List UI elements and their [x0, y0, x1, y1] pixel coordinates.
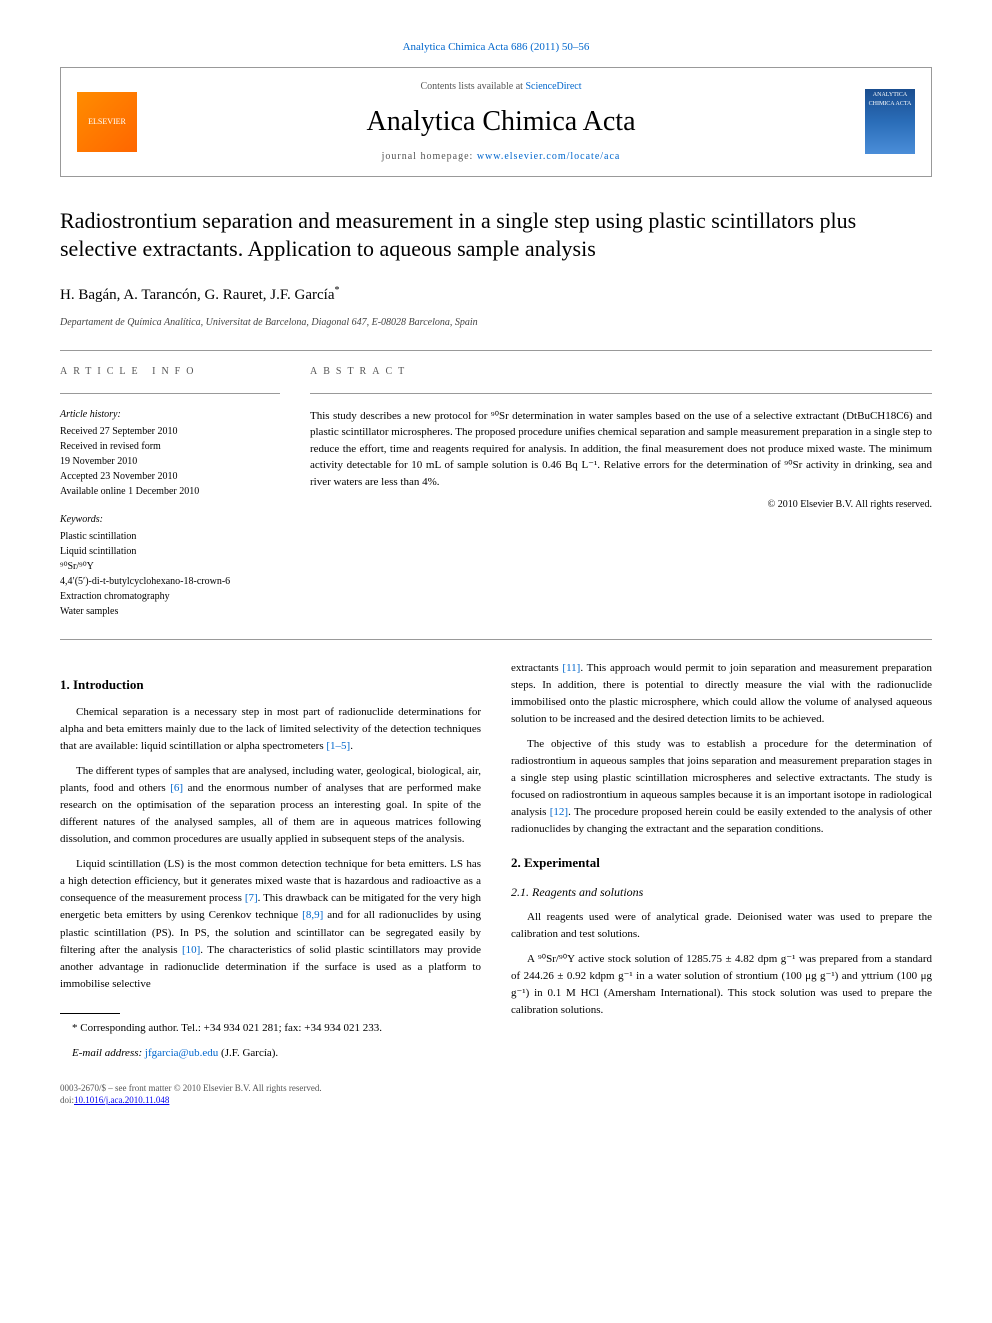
experimental-heading: 2. Experimental [511, 854, 932, 872]
history-item: Accepted 23 November 2010 [60, 469, 280, 484]
homepage-line: journal homepage: www.elsevier.com/locat… [137, 150, 865, 164]
journal-reference: Analytica Chimica Acta 686 (2011) 50–56 [60, 40, 932, 55]
corresponding-footnote: * Corresponding author. Tel.: +34 934 02… [60, 1020, 481, 1037]
footnote-text: Corresponding author. Tel.: +34 934 021 … [78, 1022, 382, 1034]
intro-heading: 1. Introduction [60, 676, 481, 694]
homepage-prefix: journal homepage: [382, 151, 477, 162]
ref-7[interactable]: [7] [245, 892, 258, 904]
footer-copyright: 0003-2670/$ – see front matter © 2010 El… [60, 1082, 932, 1095]
abstract-copyright: © 2010 Elsevier B.V. All rights reserved… [310, 498, 932, 512]
journal-header-box: ELSEVIER Contents lists available at Sci… [60, 67, 932, 176]
history-item: Available online 1 December 2010 [60, 484, 280, 499]
history-item: 19 November 2010 [60, 454, 280, 469]
intro-p4: extractants [11]. This approach would pe… [511, 660, 932, 728]
history-item: Received 27 September 2010 [60, 424, 280, 439]
article-info-label: ARTICLE INFO [60, 365, 280, 379]
intro-p2: The different types of samples that are … [60, 763, 481, 848]
homepage-link[interactable]: www.elsevier.com/locate/aca [477, 151, 621, 162]
abstract-column: ABSTRACT This study describes a new prot… [310, 365, 932, 619]
reagents-heading: 2.1. Reagents and solutions [511, 884, 932, 901]
keyword: Water samples [60, 604, 280, 619]
publisher-logo: ELSEVIER [77, 92, 137, 152]
keyword: ⁹⁰Sr/⁹⁰Y [60, 559, 280, 574]
authors-names: H. Bagán, A. Tarancón, G. Rauret, J.F. G… [60, 287, 334, 303]
abstract-text: This study describes a new protocol for … [310, 408, 932, 491]
intro-p5: The objective of this study was to estab… [511, 736, 932, 838]
body-two-column: 1. Introduction Chemical separation is a… [60, 660, 932, 1062]
intro-p1-tail: . [350, 740, 353, 752]
authors-line: H. Bagán, A. Tarancón, G. Rauret, J.F. G… [60, 284, 932, 306]
email-label: E-mail address: [72, 1047, 145, 1059]
ref-10[interactable]: [10] [182, 944, 200, 956]
intro-p5-tail: . The procedure proposed herein could be… [511, 806, 932, 835]
doi-prefix: doi: [60, 1095, 74, 1105]
intro-p1: Chemical separation is a necessary step … [60, 704, 481, 755]
reagents-p2: A ⁹⁰Sr/⁹⁰Y active stock solution of 1285… [511, 951, 932, 1019]
footer-doi-line: doi:10.1016/j.aca.2010.11.048 [60, 1094, 932, 1107]
ref-8-9[interactable]: [8,9] [302, 909, 323, 921]
corresponding-marker: * [334, 285, 339, 296]
reagents-p1: All reagents used were of analytical gra… [511, 909, 932, 943]
intro-p3: Liquid scintillation (LS) is the most co… [60, 856, 481, 992]
contents-prefix: Contents lists available at [420, 81, 525, 92]
info-abstract-row: ARTICLE INFO Article history: Received 2… [60, 365, 932, 619]
journal-ref-link[interactable]: Analytica Chimica Acta 686 (2011) 50–56 [403, 41, 590, 53]
history-item: Received in revised form [60, 439, 280, 454]
journal-name: Analytica Chimica Acta [137, 102, 865, 141]
article-title: Radiostrontium separation and measuremen… [60, 207, 932, 264]
keyword: Liquid scintillation [60, 544, 280, 559]
intro-p4-pre: extractants [511, 662, 562, 674]
history-label: Article history: [60, 408, 280, 422]
ref-12[interactable]: [12] [550, 806, 568, 818]
intro-p1-text: Chemical separation is a necessary step … [60, 706, 481, 752]
keywords-label: Keywords: [60, 513, 280, 527]
divider-info [60, 393, 280, 394]
email-footnote: E-mail address: jfgarcia@ub.edu (J.F. Ga… [60, 1045, 481, 1062]
divider-bottom [60, 639, 932, 640]
keyword: Plastic scintillation [60, 529, 280, 544]
affiliation: Departament de Química Analítica, Univer… [60, 316, 932, 330]
article-info-column: ARTICLE INFO Article history: Received 2… [60, 365, 280, 619]
cover-text: ANALYTICA CHIMICA ACTA [869, 92, 912, 106]
divider-abstract [310, 393, 932, 394]
journal-cover-thumbnail: ANALYTICA CHIMICA ACTA [865, 89, 915, 154]
email-name: (J.F. García). [218, 1047, 278, 1059]
doi-link[interactable]: 10.1016/j.aca.2010.11.048 [74, 1095, 169, 1105]
footnote-block: * Corresponding author. Tel.: +34 934 02… [60, 1013, 481, 1062]
ref-1-5[interactable]: [1–5] [326, 740, 350, 752]
contents-line: Contents lists available at ScienceDirec… [137, 80, 865, 94]
abstract-label: ABSTRACT [310, 365, 932, 379]
keyword: 4,4′(5′)-di-t-butylcyclohexano-18-crown-… [60, 574, 280, 589]
keyword: Extraction chromatography [60, 589, 280, 604]
publisher-logo-text: ELSEVIER [88, 116, 126, 127]
sciencedirect-link[interactable]: ScienceDirect [525, 81, 581, 92]
footnote-separator [60, 1013, 120, 1014]
ref-6[interactable]: [6] [170, 782, 183, 794]
footer-block: 0003-2670/$ – see front matter © 2010 El… [60, 1082, 932, 1107]
header-center: Contents lists available at ScienceDirec… [137, 80, 865, 163]
email-link[interactable]: jfgarcia@ub.edu [145, 1047, 218, 1059]
ref-11[interactable]: [11] [562, 662, 580, 674]
divider-top [60, 350, 932, 351]
